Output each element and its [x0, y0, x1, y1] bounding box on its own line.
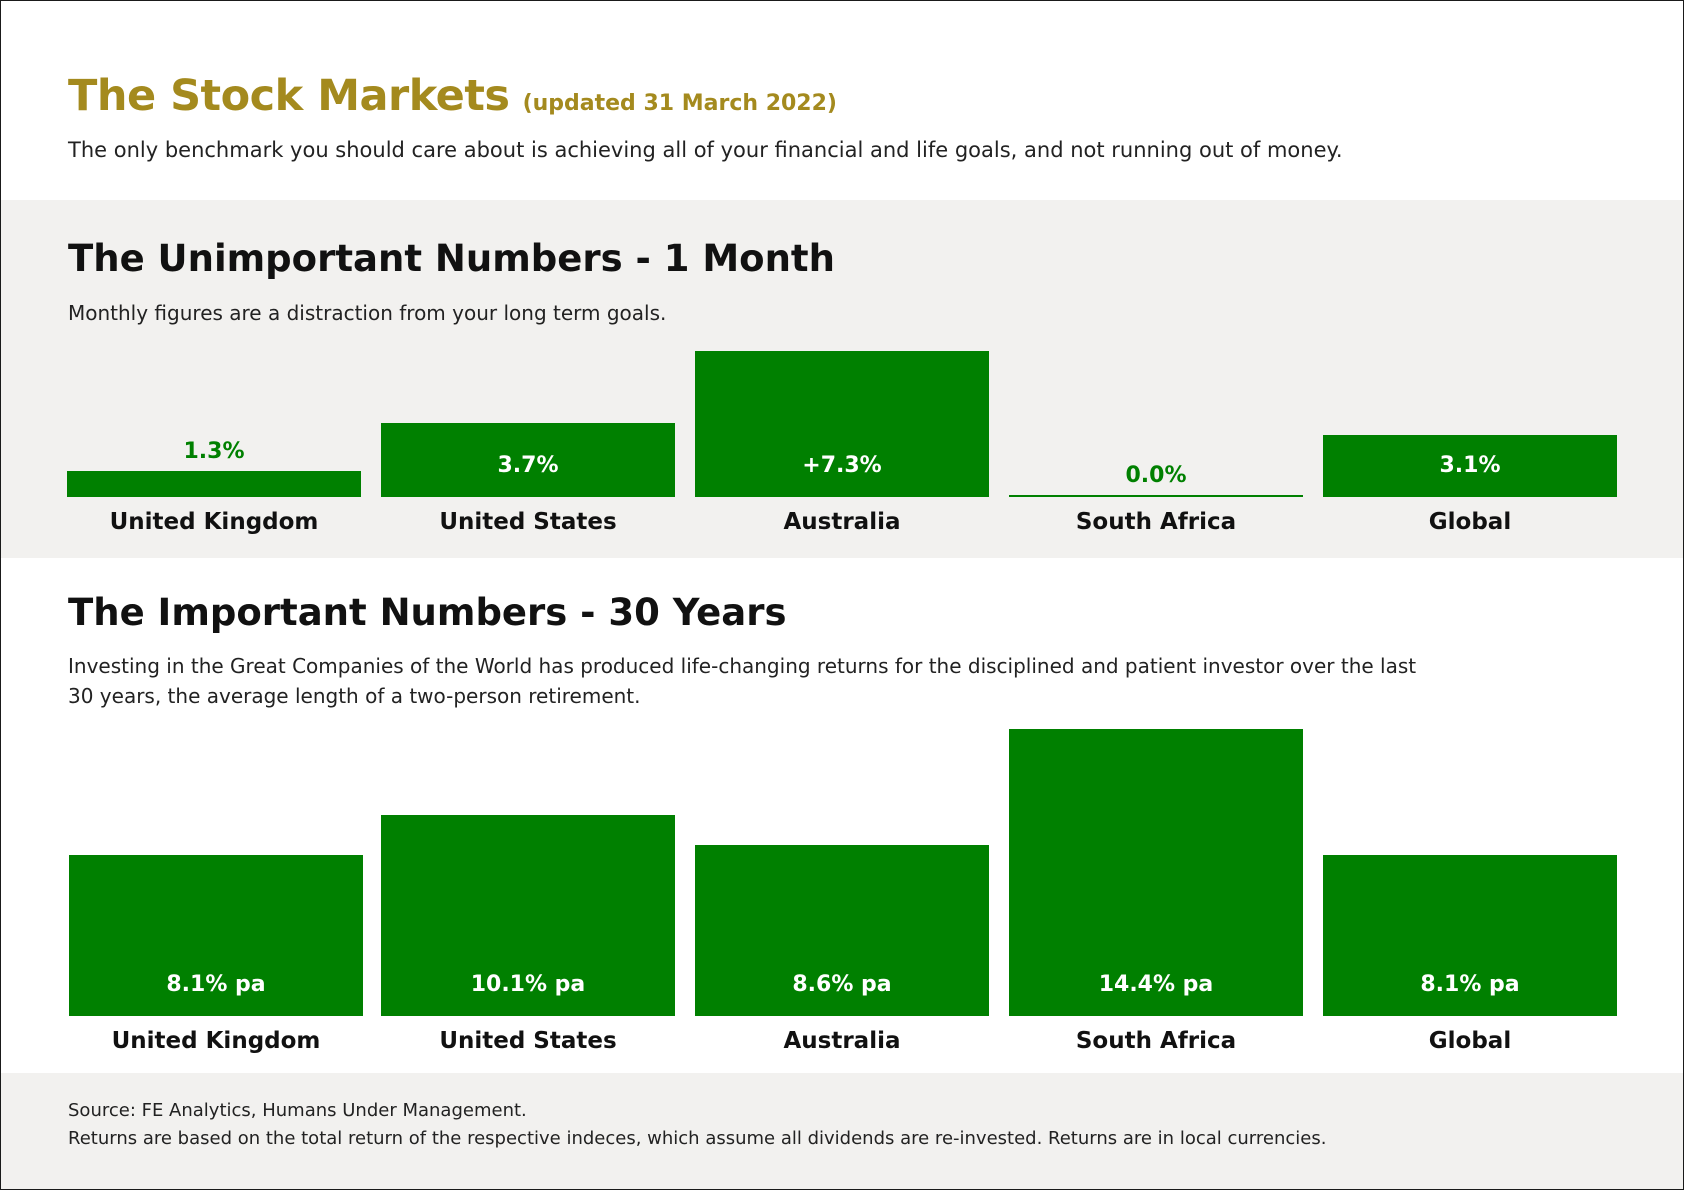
- monthly-category-label-global: Global: [1428, 509, 1512, 535]
- thirty-year-value-label-global: 8.1% pa: [1420, 972, 1520, 997]
- thirty-year-bar-global: [1323, 855, 1617, 1016]
- thirty-year-value-label-united-states: 10.1% pa: [470, 972, 586, 997]
- updated-date: (updated 31 March 2022): [522, 91, 837, 116]
- monthly-value-label-global: 3.1%: [1439, 453, 1501, 478]
- thirty-year-bar-united-kingdom: [69, 855, 363, 1016]
- thirty-year-section-title: The Important Numbers - 30 Years: [68, 591, 787, 634]
- monthly-value-label-united-states: 3.7%: [497, 453, 559, 478]
- thirty-year-category-label-united-kingdom: United Kingdom: [111, 1028, 321, 1054]
- monthly-bar-united-states: [381, 423, 675, 497]
- monthly-bar-south-africa: [1009, 495, 1303, 497]
- monthly-bar-global: [1323, 435, 1617, 497]
- thirty-year-bar-united-states: [381, 815, 675, 1016]
- page-title: The Stock Markets: [68, 71, 510, 121]
- monthly-section-title: The Unimportant Numbers - 1 Month: [68, 237, 835, 280]
- thirty-year-category-label-australia: Australia: [783, 1028, 901, 1054]
- monthly-bar-united-kingdom: [67, 471, 361, 497]
- footer-note: Returns are based on the total return of…: [68, 1128, 1327, 1149]
- monthly-value-label-united-kingdom: 1.3%: [183, 439, 245, 464]
- thirty-year-category-label-global: Global: [1428, 1028, 1512, 1054]
- monthly-category-label-south-africa: South Africa: [1075, 509, 1237, 535]
- intro-text: The only benchmark you should care about…: [68, 138, 1343, 162]
- monthly-category-label-australia: Australia: [783, 509, 901, 535]
- monthly-category-label-united-kingdom: United Kingdom: [109, 509, 319, 535]
- footer-source: Source: FE Analytics, Humans Under Manag…: [68, 1100, 527, 1121]
- thirty-year-category-label-united-states: United States: [439, 1028, 617, 1054]
- monthly-category-label-united-states: United States: [439, 509, 617, 535]
- footer-band: [1, 1073, 1683, 1189]
- monthly-bar-australia: [695, 351, 989, 497]
- thirty-year-value-label-australia: 8.6% pa: [792, 972, 892, 997]
- thirty-year-bar-south-africa: [1009, 729, 1303, 1016]
- monthly-value-label-australia: +7.3%: [802, 453, 882, 478]
- thirty-year-category-label-south-africa: South Africa: [1075, 1028, 1237, 1054]
- title-row: The Stock Markets (updated 31 March 2022…: [68, 71, 837, 121]
- thirty-year-bar-australia: [695, 845, 989, 1016]
- thirty-year-value-label-south-africa: 14.4% pa: [1098, 972, 1214, 997]
- thirty-year-value-label-united-kingdom: 8.1% pa: [166, 972, 266, 997]
- monthly-section-description: Monthly figures are a distraction from y…: [68, 301, 667, 325]
- monthly-value-label-south-africa: 0.0%: [1125, 463, 1187, 488]
- thirty-year-section-description: Investing in the Great Companies of the …: [68, 654, 1417, 708]
